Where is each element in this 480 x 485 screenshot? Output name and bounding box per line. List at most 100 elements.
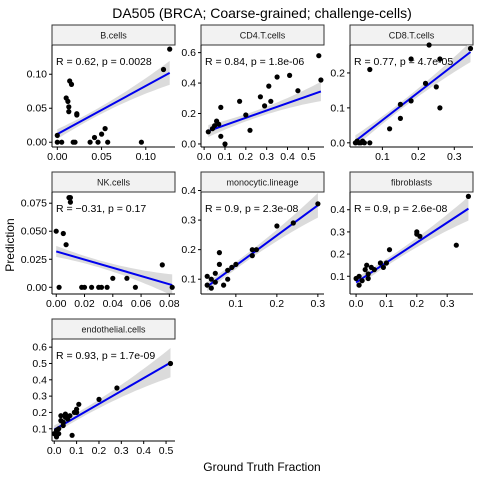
data-point <box>204 282 210 288</box>
data-point <box>59 139 65 145</box>
data-point <box>95 139 101 145</box>
data-point <box>233 261 239 267</box>
data-point <box>268 98 274 104</box>
panel-endothelial-cells: endothelial.cells R = 0.93, p = 1.7e-09 0.… <box>32 318 176 457</box>
data-point <box>67 195 73 201</box>
correlation-annotation: R = 0.62, p = 0.0028 <box>56 56 152 68</box>
y-tick-label: 0.4 <box>181 78 196 90</box>
facet-strip-label: fibroblasts <box>391 178 433 188</box>
data-point <box>386 247 393 253</box>
data-point <box>114 385 120 391</box>
data-point <box>110 275 116 281</box>
data-point <box>417 233 423 239</box>
x-tick-label: 0.00 <box>46 298 67 310</box>
data-point <box>160 66 167 73</box>
x-tick-label: 0.04 <box>103 298 124 310</box>
data-point <box>221 282 227 288</box>
data-point <box>104 284 110 290</box>
chart-title: DA505 (BRCA; Coarse-grained; challenge-c… <box>112 5 412 21</box>
data-point <box>316 53 322 59</box>
confidence-band <box>208 81 321 138</box>
facet-strip-label: CD8.T.cells <box>389 31 435 41</box>
x-tick-label: 0.2 <box>410 298 425 310</box>
data-point <box>315 201 321 207</box>
y-tick-label: 0.00 <box>27 282 48 294</box>
data-point <box>397 101 403 107</box>
data-point <box>87 139 93 145</box>
data-point <box>212 279 218 285</box>
x-tick-label: 0.1 <box>379 298 394 310</box>
data-point <box>67 413 73 419</box>
x-tick-label: 0.2 <box>92 445 107 457</box>
y-tick-label: 0.4 <box>181 185 196 197</box>
data-point <box>218 104 224 110</box>
data-point <box>67 199 73 205</box>
x-tick-label: 0.05 <box>91 151 112 163</box>
x-tick-label: 0.3 <box>311 298 326 310</box>
y-axis-label: Prediction <box>3 218 17 271</box>
panel-cd8-t-cells: CD8.T.cells R = 0.77, p = 4.7e-05 0.1 0.2 0.… <box>330 24 474 163</box>
facet-strip <box>200 171 325 193</box>
correlation-annotation: R = 0.93, p = 1.7e-09 <box>56 350 155 362</box>
data-point <box>380 264 386 270</box>
data-point <box>364 262 370 268</box>
panel-monocytic-lineage: monocytic.lineage R = 0.9, p = 2.3e-08 0.1… <box>181 171 326 310</box>
data-point <box>205 129 211 135</box>
regression-line <box>56 72 171 135</box>
data-point <box>356 273 362 279</box>
data-point <box>74 111 80 117</box>
data-point <box>387 126 393 132</box>
correlation-annotation: R = 0.77, p = 4.7e-05 <box>354 56 453 68</box>
x-tick-label: 0.5 <box>301 151 316 163</box>
data-point <box>414 229 420 235</box>
data-point <box>465 193 471 199</box>
correlation-annotation: R = 0.84, p = 1.8e-06 <box>205 56 304 68</box>
regression-line <box>354 51 472 142</box>
data-point <box>212 123 218 129</box>
x-tick-label: 0.1 <box>69 445 84 457</box>
data-point <box>249 253 255 259</box>
data-point <box>287 72 293 78</box>
y-tick-label: 0.1 <box>330 102 345 114</box>
y-tick-label: 0.6 <box>181 47 196 59</box>
data-point <box>76 401 82 407</box>
y-tick-label: 0.1 <box>181 274 196 286</box>
y-tick-label: 0.2 <box>32 407 47 419</box>
facet-strip <box>51 24 176 46</box>
data-point <box>266 83 272 89</box>
data-point <box>249 247 255 253</box>
data-point <box>218 133 224 139</box>
data-point <box>216 261 222 267</box>
facet-strip-label: B.cells <box>100 31 127 41</box>
data-point <box>274 74 280 80</box>
data-point <box>295 88 301 94</box>
x-tick-label: 0.2 <box>411 151 426 163</box>
data-point <box>132 284 138 290</box>
data-point <box>365 271 371 277</box>
y-tick-label: 0.1 <box>330 271 345 283</box>
data-point <box>225 267 231 273</box>
regression-line <box>207 90 322 132</box>
data-point <box>237 98 243 104</box>
x-tick-label: 0.2 <box>239 151 254 163</box>
panel-fibroblasts: fibroblasts R = 0.9, p = 2.6e-08 0.0 0.1 0.2… <box>330 171 474 310</box>
data-point <box>453 242 459 248</box>
x-tick-label: 0.1 <box>218 151 233 163</box>
y-tick-label: 0.6 <box>32 342 47 354</box>
data-point <box>105 139 111 145</box>
data-point <box>58 413 64 419</box>
data-point <box>96 396 102 402</box>
x-tick-label: 0.0 <box>197 151 212 163</box>
data-point <box>397 115 403 121</box>
data-point <box>60 419 66 425</box>
data-point <box>212 270 218 276</box>
data-point <box>56 426 62 432</box>
data-point <box>222 141 228 147</box>
x-tick-label: 0.00 <box>47 151 68 163</box>
data-point <box>216 250 222 256</box>
data-point <box>229 264 235 270</box>
y-tick-label: 0.2 <box>181 108 196 120</box>
data-point <box>361 140 367 146</box>
data-point <box>53 228 59 234</box>
